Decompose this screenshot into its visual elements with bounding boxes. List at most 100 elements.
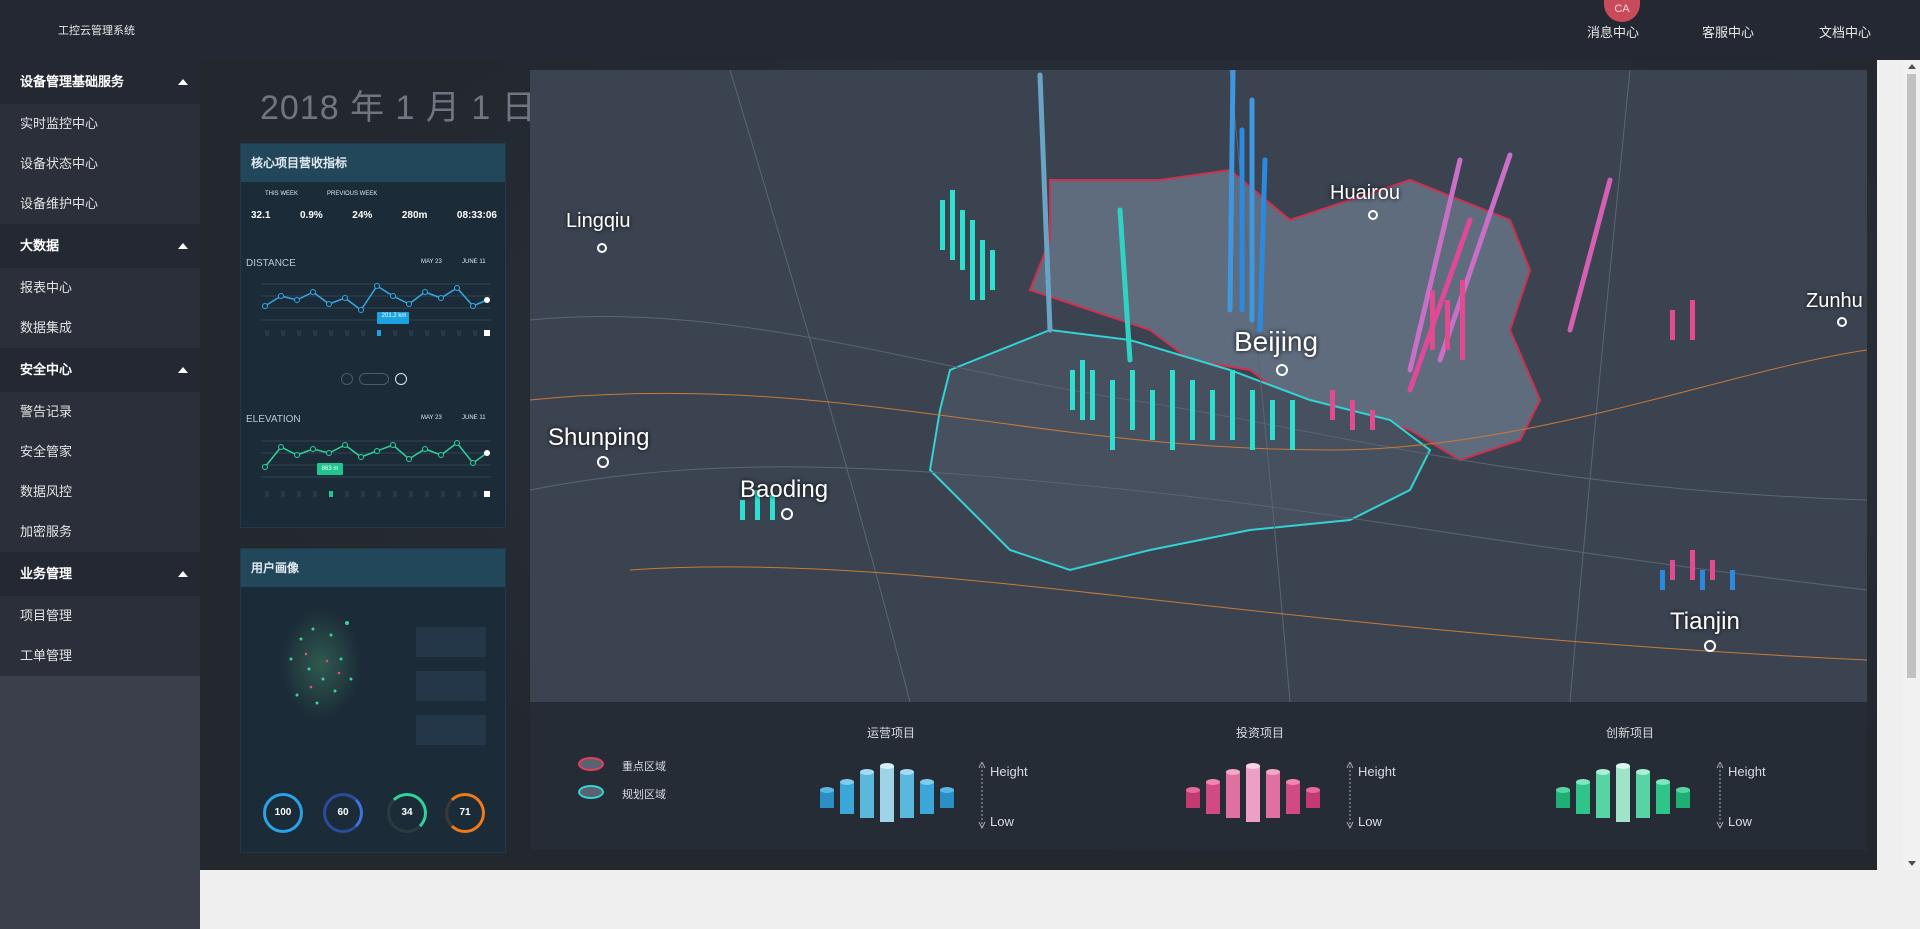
investment-cylinders: [1186, 763, 1320, 822]
kpi-stats-row: 32.1 0.9% 24% 280m 08:33:06: [251, 210, 497, 221]
city-label: Zunhu: [1806, 290, 1863, 312]
stat-value: 0.9%: [299, 210, 323, 221]
distance-line-chart: [261, 283, 491, 336]
sidebar-item-encryption[interactable]: 加密服务: [0, 512, 200, 552]
map-canvas: [530, 70, 1867, 702]
scroll-thumb[interactable]: [1907, 74, 1916, 678]
elevation-value-badge: 863 m: [321, 466, 339, 472]
user-portrait-card: 用户画像 100 60 34 71: [240, 548, 506, 853]
nav-message-center[interactable]: 消息中心: [1587, 25, 1640, 40]
stat-value: 24%: [352, 210, 373, 221]
city-label: Lingqiu: [566, 210, 631, 232]
message-card[interactable]: [416, 627, 486, 657]
scale-arrow: [1716, 762, 1724, 830]
city-label: Baoding: [740, 476, 829, 503]
dashboard: 2018 年 1 月 1 日 核心项目营收指标 THIS WEEK PREVIO…: [200, 60, 1877, 870]
elevation-label: ELEVATION: [246, 414, 301, 425]
legend-group-title: 创新项目: [1606, 726, 1655, 740]
elevation-from[interactable]: MAY 23: [421, 415, 442, 421]
sidebar: 设备管理基础服务 实时监控中心 设备状态中心 设备维护中心 大数据 报表中心 数…: [0, 60, 200, 929]
pager: [341, 373, 407, 385]
dashboard-date: 2018 年 1 月 1 日: [260, 89, 537, 127]
sidebar-group-label: 安全中心: [20, 362, 73, 377]
legend-planned-area: 规划区域: [622, 789, 666, 801]
legend-low-label: Low: [990, 814, 1014, 829]
distance-from[interactable]: MAY 23: [421, 259, 442, 265]
scale-arrow: [978, 762, 986, 830]
sidebar-item-security-butler[interactable]: 安全管家: [0, 432, 200, 472]
chevron-up-icon: [178, 243, 188, 249]
sidebar-item-device-maintenance[interactable]: 设备维护中心: [0, 184, 200, 224]
gauge-1: 100: [263, 793, 303, 833]
sidebar-group-device: 设备管理基础服务 实时监控中心 设备状态中心 设备维护中心: [0, 60, 200, 224]
elevation-line-chart: [261, 440, 491, 497]
scroll-down-icon[interactable]: [1908, 861, 1916, 866]
distance-label: DISTANCE: [246, 258, 296, 269]
sidebar-group-header[interactable]: 业务管理: [0, 552, 200, 596]
legend-group-title: 运营项目: [867, 726, 916, 740]
top-bar: 工控云管理系统 CA 消息中心 客服中心 文档中心: [0, 0, 1920, 60]
city-label: Huairou: [1330, 182, 1401, 204]
chevron-up-icon: [178, 367, 188, 373]
city-label: Shunping: [548, 424, 650, 451]
scroll-up-icon[interactable]: [1908, 64, 1916, 69]
innovation-cylinders: [1556, 763, 1690, 822]
sidebar-group-label: 大数据: [20, 238, 60, 253]
compare-previous-week[interactable]: PREVIOUS WEEK: [327, 191, 378, 197]
sidebar-group-header[interactable]: 大数据: [0, 224, 200, 268]
legend-key-area: 重点区域: [622, 761, 666, 773]
operation-cylinders: [820, 763, 954, 822]
sidebar-group-header[interactable]: 安全中心: [0, 348, 200, 392]
sidebar-item-ticket-mgmt[interactable]: 工单管理: [0, 636, 200, 676]
city-label: Tianjin: [1670, 608, 1740, 635]
legend-high-label: Height: [1358, 764, 1396, 779]
message-card[interactable]: [416, 671, 486, 701]
sidebar-item-project-mgmt[interactable]: 项目管理: [0, 596, 200, 636]
sidebar-item-data-integration[interactable]: 数据集成: [0, 308, 200, 348]
sidebar-group-label: 业务管理: [20, 566, 73, 581]
chevron-up-icon: [178, 79, 188, 85]
legend-low-label: Low: [1728, 814, 1752, 829]
nav-service-center[interactable]: 客服中心: [1702, 25, 1755, 40]
avatar[interactable]: CA: [1604, 0, 1640, 22]
planned-area-swatch: [578, 785, 604, 799]
pager-next-button[interactable]: [395, 373, 407, 385]
sidebar-item-alert-log[interactable]: 警告记录: [0, 392, 200, 432]
app-title: 工控云管理系统: [58, 25, 135, 37]
sidebar-group-header[interactable]: 设备管理基础服务: [0, 60, 200, 104]
legend-low-label: Low: [1358, 814, 1382, 829]
key-area-swatch: [578, 757, 604, 771]
nav-docs-center[interactable]: 文档中心: [1819, 25, 1872, 40]
map-legend: 重点区域 规划区域 运营项目 Height Low 投资项目: [530, 702, 1867, 850]
stat-value: 08:33:06: [456, 210, 497, 221]
sidebar-item-realtime-monitor[interactable]: 实时监控中心: [0, 104, 200, 144]
gauge-2: 60: [323, 793, 363, 833]
sidebar-group-business: 业务管理 项目管理 工单管理: [0, 552, 200, 676]
kpi-card: 核心项目营收指标 THIS WEEK PREVIOUS WEEK 32.1 0.…: [240, 143, 506, 528]
legend-high-label: Height: [990, 764, 1028, 779]
gauge-3: 34: [387, 793, 427, 833]
sidebar-group-security: 安全中心 警告记录 安全管家 数据风控 加密服务: [0, 348, 200, 552]
sidebar-group-bigdata: 大数据 报表中心 数据集成: [0, 224, 200, 348]
compare-this-week[interactable]: THIS WEEK: [265, 191, 299, 197]
sidebar-item-report-center[interactable]: 报表中心: [0, 268, 200, 308]
user-portrait-title: 用户画像: [241, 549, 505, 587]
sidebar-item-device-status[interactable]: 设备状态中心: [0, 144, 200, 184]
gauge-4: 71: [445, 793, 485, 833]
scrollbar[interactable]: [1903, 60, 1920, 870]
distance-to[interactable]: JUNE 11: [462, 259, 486, 265]
pager-range[interactable]: [359, 373, 389, 385]
kpi-card-title: 核心项目营收指标: [241, 144, 505, 182]
elevation-to[interactable]: JUNE 11: [462, 415, 486, 421]
stat-value: 32.1: [251, 210, 271, 221]
sidebar-item-risk-control[interactable]: 数据风控: [0, 472, 200, 512]
distance-value-badge: 201.2 km: [381, 313, 407, 319]
sidebar-group-label: 设备管理基础服务: [20, 74, 125, 89]
pager-prev-button[interactable]: [341, 373, 353, 385]
message-card[interactable]: [416, 715, 486, 745]
map-view[interactable]: Lingqiu Huairou Zunhu Beijing Shunping B…: [530, 70, 1867, 702]
face-scan-illustration: [281, 609, 361, 719]
legend-group-title: 投资项目: [1236, 726, 1285, 740]
city-label: Beijing: [1234, 326, 1319, 357]
legend-high-label: Height: [1728, 764, 1766, 779]
